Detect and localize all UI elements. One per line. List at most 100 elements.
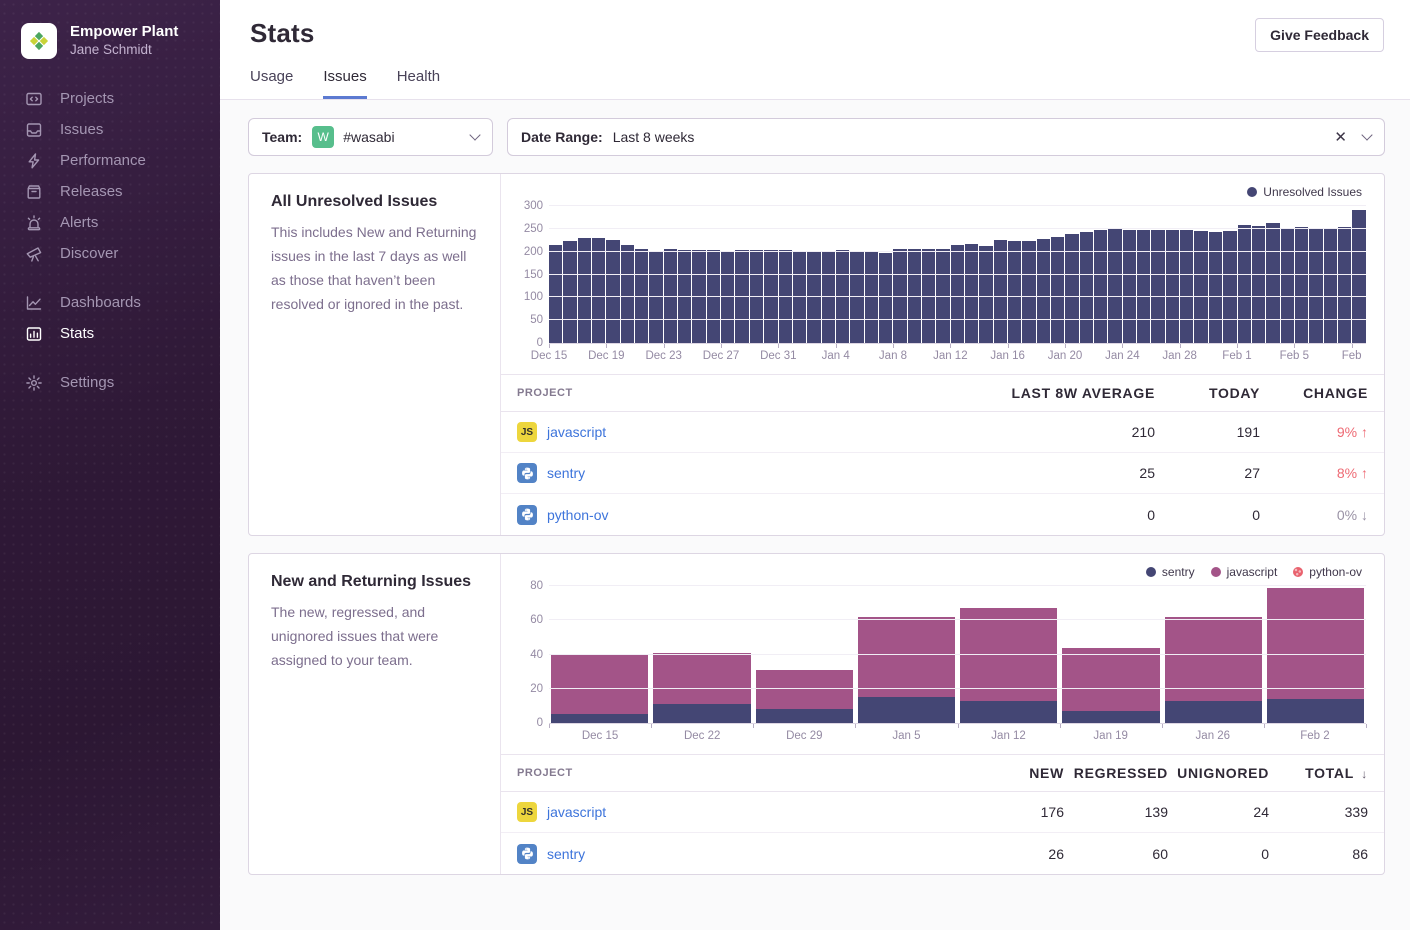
python-platform-icon xyxy=(517,463,537,483)
org-user: Jane Schmidt xyxy=(70,41,178,59)
sidebar-nav: ProjectsIssuesPerformance Releases Alerts D… xyxy=(0,83,220,398)
page-title: Stats xyxy=(250,18,315,49)
x-axis-tick-label: Jan 19 xyxy=(1093,730,1128,742)
performance-icon xyxy=(25,152,43,170)
sidebar-item-label: Alerts xyxy=(60,214,98,231)
team-select[interactable]: Team: W #wasabi xyxy=(248,118,493,156)
cell-change: 9% ↑ xyxy=(1260,424,1368,440)
legend-item-javascript[interactable]: javascript xyxy=(1211,565,1278,579)
column-header-unignored: UNIGNORED xyxy=(1168,765,1269,781)
sidebar-item-label: Releases xyxy=(60,183,123,200)
sidebar-item-releases[interactable]: Releases xyxy=(0,176,220,207)
unresolved-bar xyxy=(1309,228,1322,343)
sidebar-item-stats[interactable]: Stats xyxy=(0,318,220,349)
unresolved-bar xyxy=(606,240,619,343)
sidebar-item-settings[interactable]: Settings xyxy=(0,367,220,398)
column-header-project: PROJECT xyxy=(517,767,944,779)
org-name: Empower Plant xyxy=(70,22,178,41)
cell-today: 27 xyxy=(1155,465,1260,481)
y-axis-tick-label: 60 xyxy=(513,614,543,626)
y-axis-tick-label: 50 xyxy=(513,314,543,326)
legend-item-python-ov[interactable]: python-ov xyxy=(1293,565,1362,579)
sidebar-item-label: Stats xyxy=(60,325,94,342)
new-returning-issues-chart: sentryjavascriptpython-ov 020406080Dec 1… xyxy=(501,554,1384,748)
unresolved-bar xyxy=(1094,230,1107,343)
y-axis-tick-label: 0 xyxy=(513,337,543,349)
x-axis-tick-label: Feb 5 xyxy=(1280,350,1309,362)
python-platform-icon xyxy=(517,844,537,864)
chart1-legend: Unresolved Issues xyxy=(511,184,1362,200)
segment-sentry xyxy=(551,714,648,723)
date-range-select[interactable]: Date Range: Last 8 weeks ✕ xyxy=(507,118,1385,156)
sidebar-item-projects[interactable]: Projects xyxy=(0,83,220,114)
project-link-python-ov[interactable]: python-ov xyxy=(547,507,608,523)
cell-unignored: 0 xyxy=(1168,846,1269,862)
sidebar-item-issues[interactable]: Issues xyxy=(0,114,220,145)
stacked-bar-jan-12 xyxy=(960,608,1057,723)
table-row-sentry: sentry25278% ↑ xyxy=(501,453,1384,494)
unresolved-issues-table: PROJECTLAST 8W AVERAGETODAYCHANGEJSjavas… xyxy=(501,374,1384,535)
sidebar-item-alerts[interactable]: Alerts xyxy=(0,207,220,238)
y-axis-tick-label: 40 xyxy=(513,649,543,661)
cell-unignored: 24 xyxy=(1168,804,1269,820)
unresolved-bar xyxy=(1151,230,1164,343)
unresolved-bar xyxy=(1223,231,1236,343)
segment-javascript xyxy=(858,617,955,697)
table-row-sentry: sentry2660086 xyxy=(501,833,1384,874)
unresolved-bar xyxy=(1108,229,1121,343)
unresolved-bar xyxy=(1252,226,1265,343)
sidebar-item-discover[interactable]: Discover xyxy=(0,238,220,269)
org-switcher[interactable]: Empower Plant Jane Schmidt xyxy=(0,0,220,59)
unresolved-bar xyxy=(1281,228,1294,343)
main-area: Stats Give Feedback Usage Issues Health Te… xyxy=(220,0,1410,930)
column-header-regressed: REGRESSED xyxy=(1064,765,1168,781)
stats-icon xyxy=(25,325,43,343)
x-axis-tick-label: Jan 12 xyxy=(933,350,968,362)
x-axis-tick-label: Dec 27 xyxy=(703,350,739,362)
project-link-javascript[interactable]: javascript xyxy=(547,424,606,440)
x-axis-tick-label: Jan 26 xyxy=(1196,730,1231,742)
y-axis-tick-label: 20 xyxy=(513,683,543,695)
sidebar-item-dashboards[interactable]: Dashboards xyxy=(0,287,220,318)
unresolved-bar xyxy=(1022,241,1035,343)
legend-item-sentry[interactable]: sentry xyxy=(1146,565,1195,579)
segment-javascript xyxy=(653,653,750,704)
project-link-sentry[interactable]: sentry xyxy=(547,846,585,862)
unresolved-bar xyxy=(1037,239,1050,343)
project-link-javascript[interactable]: javascript xyxy=(547,804,606,820)
sort-desc-icon: ↓ xyxy=(1361,767,1368,781)
segment-sentry xyxy=(1267,699,1364,723)
legend-item-unresolved-issues[interactable]: Unresolved Issues xyxy=(1247,185,1362,199)
projects-icon xyxy=(25,90,43,108)
segment-sentry xyxy=(1062,711,1159,723)
clear-icon[interactable]: ✕ xyxy=(1334,128,1347,146)
x-axis-tick-label: Jan 8 xyxy=(879,350,907,362)
unresolved-bar xyxy=(865,252,878,343)
sidebar-item-label: Settings xyxy=(60,374,114,391)
segment-javascript xyxy=(756,670,853,709)
cell-today: 191 xyxy=(1155,424,1260,440)
column-header-total[interactable]: TOTAL ↓ xyxy=(1269,765,1368,781)
topbar: Stats Give Feedback Usage Issues Health xyxy=(220,0,1410,100)
x-axis-tick-label: Jan 16 xyxy=(990,350,1025,362)
legend-label: python-ov xyxy=(1309,565,1362,579)
x-axis-tick-label: Jan 4 xyxy=(822,350,850,362)
tab-health[interactable]: Health xyxy=(397,68,440,99)
issues-icon xyxy=(25,121,43,139)
unresolved-bar xyxy=(1080,232,1093,343)
sidebar-item-performance[interactable]: Performance xyxy=(0,145,220,176)
tab-issues[interactable]: Issues xyxy=(323,68,366,99)
cell-regressed: 60 xyxy=(1064,846,1168,862)
x-axis-tick-label: Feb xyxy=(1342,350,1362,362)
give-feedback-button[interactable]: Give Feedback xyxy=(1255,18,1384,52)
legend-dot-icon xyxy=(1211,567,1221,577)
x-axis-tick-label: Dec 23 xyxy=(645,350,681,362)
x-axis-tick-label: Jan 28 xyxy=(1162,350,1197,362)
tab-usage[interactable]: Usage xyxy=(250,68,293,99)
segment-sentry xyxy=(653,704,750,723)
segment-sentry xyxy=(1165,701,1262,723)
project-link-sentry[interactable]: sentry xyxy=(547,465,585,481)
releases-icon xyxy=(25,183,43,201)
table-row-javascript: JSjavascript17613924339 xyxy=(501,792,1384,833)
unresolved-bar xyxy=(965,244,978,343)
